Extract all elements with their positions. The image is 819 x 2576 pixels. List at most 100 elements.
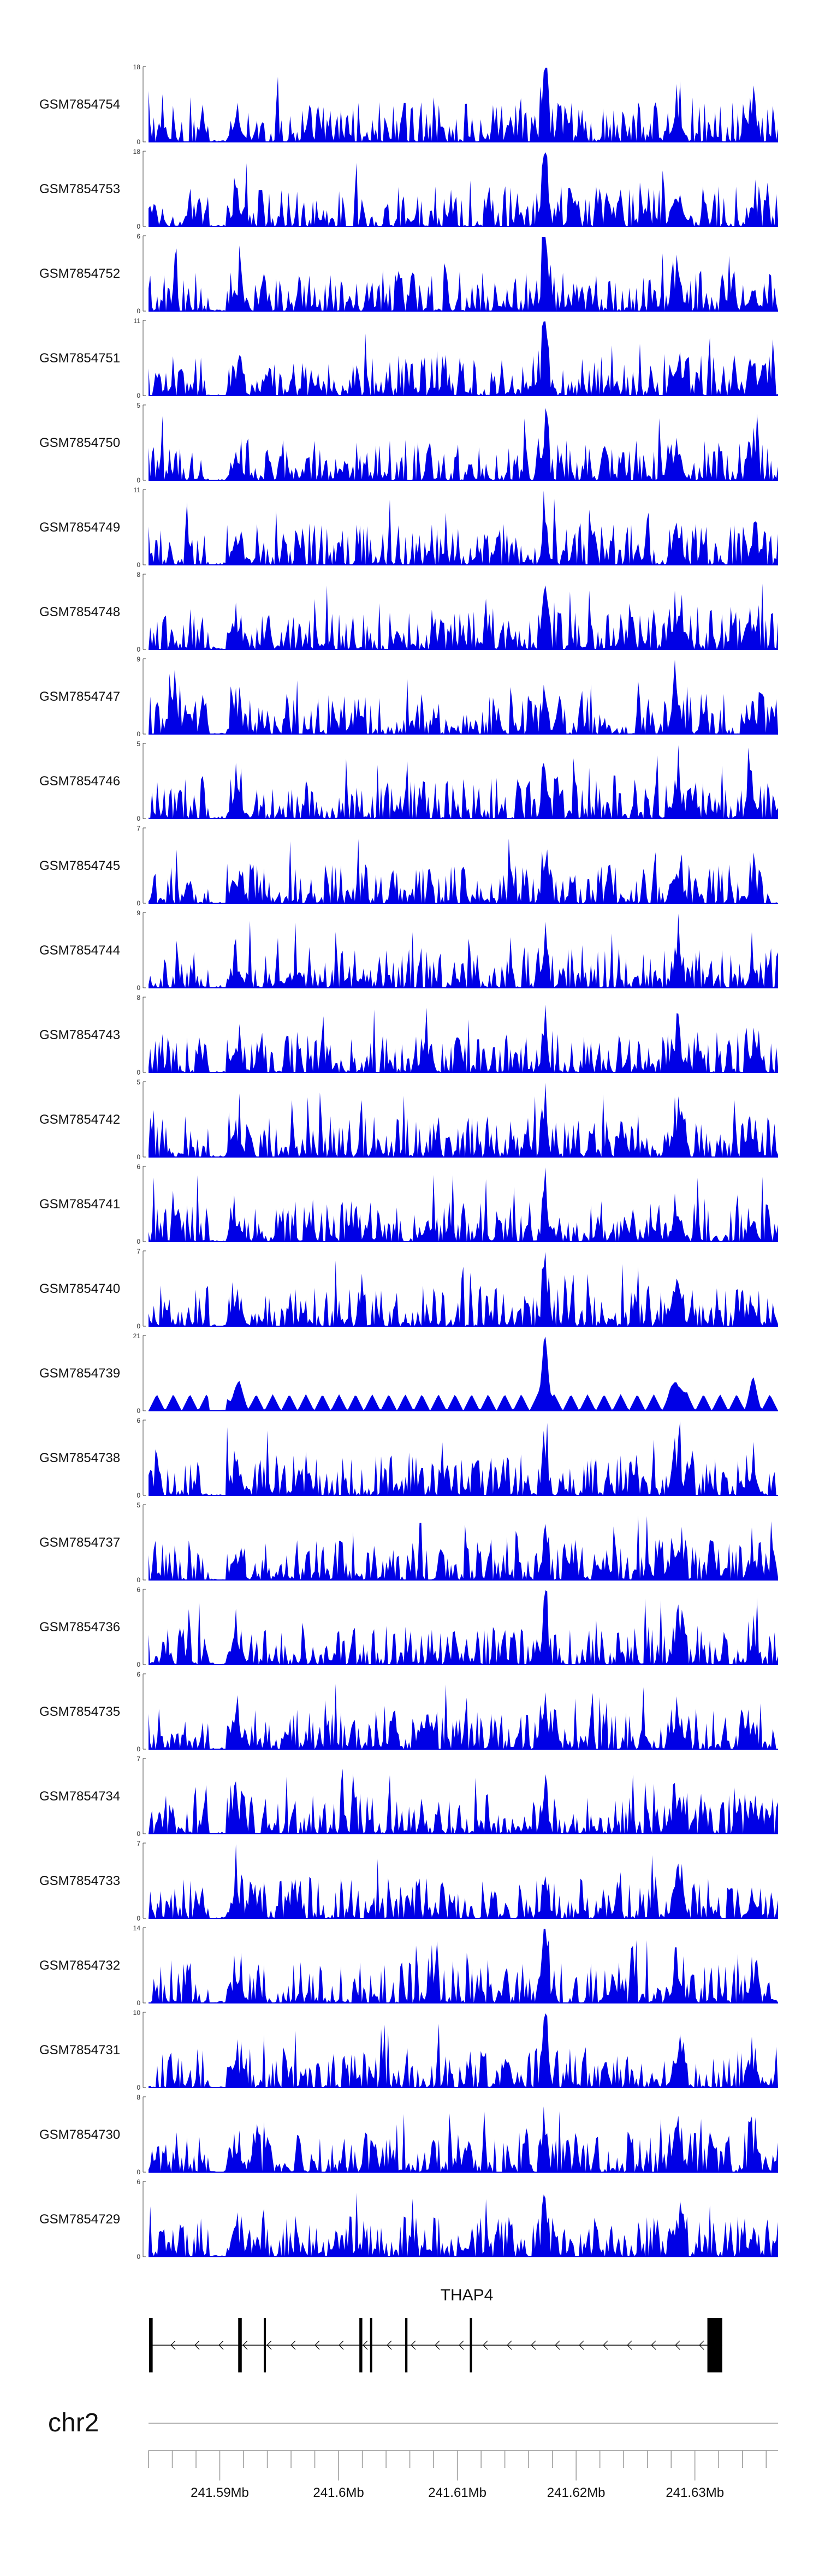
track-label: GSM7854741 [39, 1197, 120, 1212]
y-max-label: 5 [136, 402, 140, 409]
strand-arrow [603, 2340, 608, 2350]
y-min-label: 0 [136, 1238, 140, 1245]
y-max-label: 8 [136, 2094, 140, 2101]
y-max-label: 8 [136, 994, 140, 1001]
axis-tick-label: 241.6Mb [313, 2485, 364, 2500]
y-min-label: 0 [136, 2084, 140, 2091]
track-label: GSM7854753 [39, 182, 120, 196]
axis-tick-label: 241.63Mb [666, 2485, 724, 2500]
genome-axis: chr2 241.59Mb 241.6Mb 241.61Mb 241.62Mb 241.… [48, 2408, 778, 2500]
y-max-label: 5 [136, 740, 140, 748]
track-label: GSM7854749 [39, 520, 120, 535]
y-max-label: 6 [136, 1586, 140, 1594]
strand-arrow [266, 2340, 272, 2350]
exon [264, 2318, 266, 2372]
y-min-label: 0 [136, 730, 140, 738]
track-label: GSM7854729 [39, 2212, 120, 2227]
axis-tick-label: 241.61Mb [428, 2485, 486, 2500]
strand-arrow [411, 2340, 416, 2350]
coverage-track: GSM7854738 6 0 [39, 1417, 778, 1499]
coverage-tracks: GSM7854754180GSM7854753180GSM785475260GS… [39, 63, 778, 2261]
y-min-label: 0 [136, 307, 140, 315]
coverage-area [149, 1421, 778, 1495]
coverage-track: GSM7854752 6 0 [39, 232, 778, 315]
y-max-label: 9 [136, 909, 140, 917]
track-label: GSM7854738 [39, 1451, 120, 1465]
y-max-label: 6 [136, 1417, 140, 1424]
coverage-area [149, 1337, 778, 1411]
coverage-area [149, 237, 778, 311]
coverage-track: GSM7854740 7 0 [39, 1248, 778, 1330]
gene-strand-arrows [170, 2340, 704, 2350]
coverage-track: GSM7854734 7 0 [39, 1755, 778, 1838]
strand-arrow [314, 2340, 320, 2350]
coverage-area [149, 152, 778, 226]
chromosome-label: chr2 [48, 2408, 99, 2437]
axis-tick-label: 241.62Mb [547, 2485, 606, 2500]
strand-arrow [339, 2340, 344, 2350]
coverage-track: GSM7854743 8 0 [39, 994, 778, 1076]
coverage-track: GSM7854737 5 0 [39, 1501, 778, 1584]
strand-arrow [675, 2340, 680, 2350]
coverage-area [149, 1515, 778, 1580]
y-max-label: 6 [136, 232, 140, 240]
track-label: GSM7854734 [39, 1789, 120, 1804]
y-max-label: 11 [134, 486, 141, 494]
y-max-label: 18 [133, 148, 141, 156]
track-label: GSM7854745 [39, 858, 120, 873]
exon [359, 2318, 363, 2372]
track-label: GSM7854752 [39, 266, 120, 281]
coverage-area [149, 1004, 778, 1072]
y-min-label: 0 [136, 561, 140, 569]
coverage-track: GSM7854750 5 0 [39, 402, 778, 484]
exon [370, 2318, 372, 2372]
coverage-area [149, 1929, 778, 2003]
exon [238, 2318, 242, 2372]
coverage-track: GSM7854746 5 0 [39, 740, 778, 822]
y-max-label: 11 [134, 317, 141, 325]
gene-track: THAP4 [149, 2286, 722, 2372]
track-label: GSM7854740 [39, 1281, 120, 1296]
y-max-label: 18 [133, 63, 141, 71]
y-min-label: 0 [136, 1745, 140, 1753]
y-max-label: 7 [136, 1840, 140, 1847]
track-label: GSM7854746 [39, 774, 120, 789]
y-min-label: 0 [136, 1069, 140, 1076]
y-min-label: 0 [136, 1153, 140, 1161]
coverage-track: GSM7854733 7 0 [39, 1840, 778, 1922]
coverage-area [149, 321, 778, 396]
coverage-track: GSM7854736 6 0 [39, 1586, 778, 1668]
coverage-track: GSM7854730 8 0 [39, 2094, 778, 2176]
coverage-area [149, 491, 778, 565]
y-max-label: 6 [136, 1163, 140, 1171]
strand-arrow [651, 2340, 656, 2350]
y-min-label: 0 [136, 1492, 140, 1499]
y-min-label: 0 [136, 1915, 140, 1922]
y-min-label: 0 [136, 138, 140, 146]
y-min-label: 0 [136, 1661, 140, 1668]
track-label: GSM7854735 [39, 1704, 120, 1719]
y-max-label: 21 [133, 1332, 141, 1340]
strand-arrow [531, 2340, 536, 2350]
y-max-label: 10 [133, 2009, 141, 2017]
y-max-label: 7 [136, 1248, 140, 1255]
y-min-label: 0 [136, 899, 140, 907]
coverage-track: GSM7854739 21 0 [39, 1332, 778, 1415]
y-max-label: 14 [133, 1924, 141, 1932]
axis-ticks: 241.59Mb 241.6Mb 241.61Mb 241.62Mb 241.63Mb [148, 2450, 767, 2500]
exon [149, 2318, 153, 2372]
coverage-area [149, 583, 778, 649]
track-label: GSM7854744 [39, 943, 120, 958]
coverage-area [149, 1252, 778, 1326]
track-label: GSM7854731 [39, 2043, 120, 2058]
coverage-area [149, 838, 778, 903]
exon [405, 2318, 408, 2372]
coverage-track: GSM7854745 7 0 [39, 825, 778, 907]
track-label: GSM7854750 [39, 436, 120, 450]
coverage-track: GSM7854749 11 0 [39, 486, 778, 569]
strand-arrow [483, 2340, 488, 2350]
y-max-label: 6 [136, 1671, 140, 1678]
y-max-label: 9 [136, 655, 140, 663]
track-label: GSM7854730 [39, 2127, 120, 2142]
